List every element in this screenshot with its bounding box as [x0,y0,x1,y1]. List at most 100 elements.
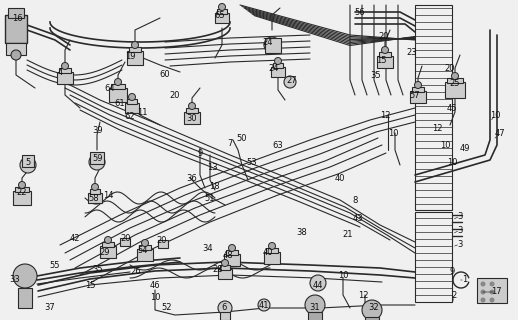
Text: 20: 20 [157,236,167,244]
Text: 10: 10 [338,270,348,279]
Bar [184,112,200,124]
Circle shape [218,301,232,315]
Bar [308,312,322,320]
Text: 24: 24 [269,63,279,73]
Circle shape [481,290,485,294]
Circle shape [141,239,149,246]
Text: 40: 40 [335,173,346,182]
Circle shape [228,244,236,252]
Text: 23: 23 [407,47,418,57]
Circle shape [62,62,68,69]
Text: 53: 53 [247,157,257,166]
Text: 13: 13 [207,163,218,172]
Text: 33: 33 [10,276,20,284]
Text: 3: 3 [457,212,463,220]
Text: 6: 6 [221,303,227,313]
Text: 5: 5 [25,157,31,166]
Text: 12: 12 [358,291,368,300]
Circle shape [305,295,325,315]
Bar [220,312,230,320]
Bar [137,249,153,261]
Text: 28: 28 [213,266,223,275]
Circle shape [362,300,382,320]
Text: 15: 15 [85,281,95,290]
Text: 48: 48 [223,252,233,260]
Bar [59,68,71,73]
Bar [125,103,139,113]
Text: 10: 10 [388,129,398,138]
Text: 62: 62 [125,111,135,121]
Text: 44: 44 [313,282,323,291]
Text: 12: 12 [431,124,442,132]
Bar [445,82,465,98]
Bar [265,38,281,53]
Text: 10: 10 [447,157,457,166]
Circle shape [13,264,37,288]
Text: 46: 46 [150,282,160,291]
Bar [88,193,102,203]
Text: 19: 19 [125,52,135,60]
Circle shape [20,157,36,173]
Bar [215,13,229,23]
Text: 59: 59 [93,154,103,163]
Circle shape [132,42,138,49]
Circle shape [481,298,485,302]
Text: 9: 9 [197,148,203,157]
Circle shape [222,260,228,267]
Text: 63: 63 [272,140,283,149]
Bar [477,278,507,303]
Circle shape [284,76,296,88]
Bar [158,240,168,248]
Text: 16: 16 [12,13,22,22]
Text: 17: 17 [491,287,501,297]
Text: 37: 37 [45,303,55,313]
Text: 15: 15 [376,55,386,65]
Text: 51: 51 [205,194,215,203]
Bar [109,88,127,102]
Text: 10: 10 [490,110,500,119]
Text: 47: 47 [495,129,506,138]
Text: 35: 35 [371,70,381,79]
Text: 50: 50 [237,133,247,142]
Text: 3: 3 [457,226,463,235]
Text: 20: 20 [121,234,131,243]
Text: 1: 1 [463,276,468,284]
Bar [139,245,151,250]
Text: 26: 26 [131,268,141,276]
Bar [129,47,141,52]
Text: 45: 45 [447,103,457,113]
Text: 31: 31 [310,302,320,311]
Text: 41: 41 [259,300,269,309]
Circle shape [89,154,105,170]
Bar [273,63,283,68]
Text: 35: 35 [93,266,103,275]
Text: 54: 54 [138,245,148,254]
Circle shape [490,290,495,294]
Text: 10: 10 [150,293,160,302]
Bar [57,72,73,84]
Text: 25: 25 [450,78,461,87]
Text: 20: 20 [379,31,389,41]
Bar [224,254,240,266]
Bar [6,43,26,55]
Bar [127,99,137,104]
Text: 61: 61 [114,99,125,108]
Text: 7: 7 [227,139,233,148]
Bar [13,191,31,205]
Text: 14: 14 [103,190,113,199]
Text: 30: 30 [186,114,197,123]
Text: 52: 52 [162,303,172,313]
Circle shape [481,282,485,286]
Bar [102,242,114,247]
Circle shape [92,183,98,190]
Bar [100,246,116,258]
Text: 42: 42 [70,234,80,243]
Bar [365,317,379,320]
Text: 32: 32 [369,303,379,313]
Bar [111,84,125,89]
Circle shape [219,4,225,11]
Text: 60: 60 [160,69,170,78]
Bar [220,265,230,270]
Text: 4: 4 [57,68,63,76]
Text: 18: 18 [209,181,219,190]
